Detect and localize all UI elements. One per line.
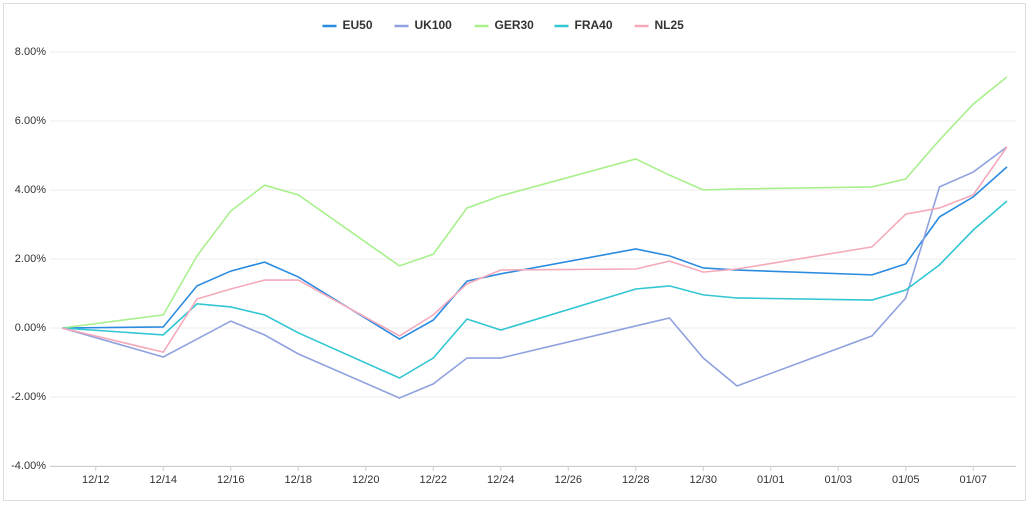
y-tick-label: 2.00% [15,253,46,265]
x-tick-label: 01/03 [824,474,852,486]
series-line [61,146,1008,399]
x-tick-label: 12/12 [82,474,110,486]
x-tick-label: 12/18 [284,474,312,486]
x-tick-label: 12/20 [352,474,380,486]
legend-label: EU50 [343,18,373,32]
y-tick-label: -2.00% [11,391,46,403]
x-tick-label: 01/07 [959,474,987,486]
series-line [61,146,1008,354]
x-tick-label: 12/30 [689,474,717,486]
series-line [61,200,1008,379]
legend-label: GER30 [495,18,535,32]
legend-label: FRA40 [575,18,613,32]
legend-label: UK100 [415,18,453,32]
x-tick-label: 01/01 [757,474,785,486]
x-tick-label: 01/05 [892,474,920,486]
legend-label: NL25 [655,18,685,32]
x-tick-label: 12/26 [554,474,582,486]
y-tick-label: 6.00% [15,115,46,127]
y-tick-label: 8.00% [15,46,46,58]
y-tick-label: 4.00% [15,184,46,196]
x-tick-label: 12/14 [149,474,177,486]
chart-frame [3,3,1026,501]
y-tick-label: 0.00% [15,322,46,334]
x-tick-label: 12/16 [217,474,245,486]
x-tick-label: 12/24 [487,474,515,486]
x-tick-label: 12/28 [622,474,650,486]
series-line [61,166,1008,340]
y-tick-label: -4.00% [11,460,46,472]
x-tick-label: 12/22 [419,474,447,486]
series-line [61,76,1008,329]
